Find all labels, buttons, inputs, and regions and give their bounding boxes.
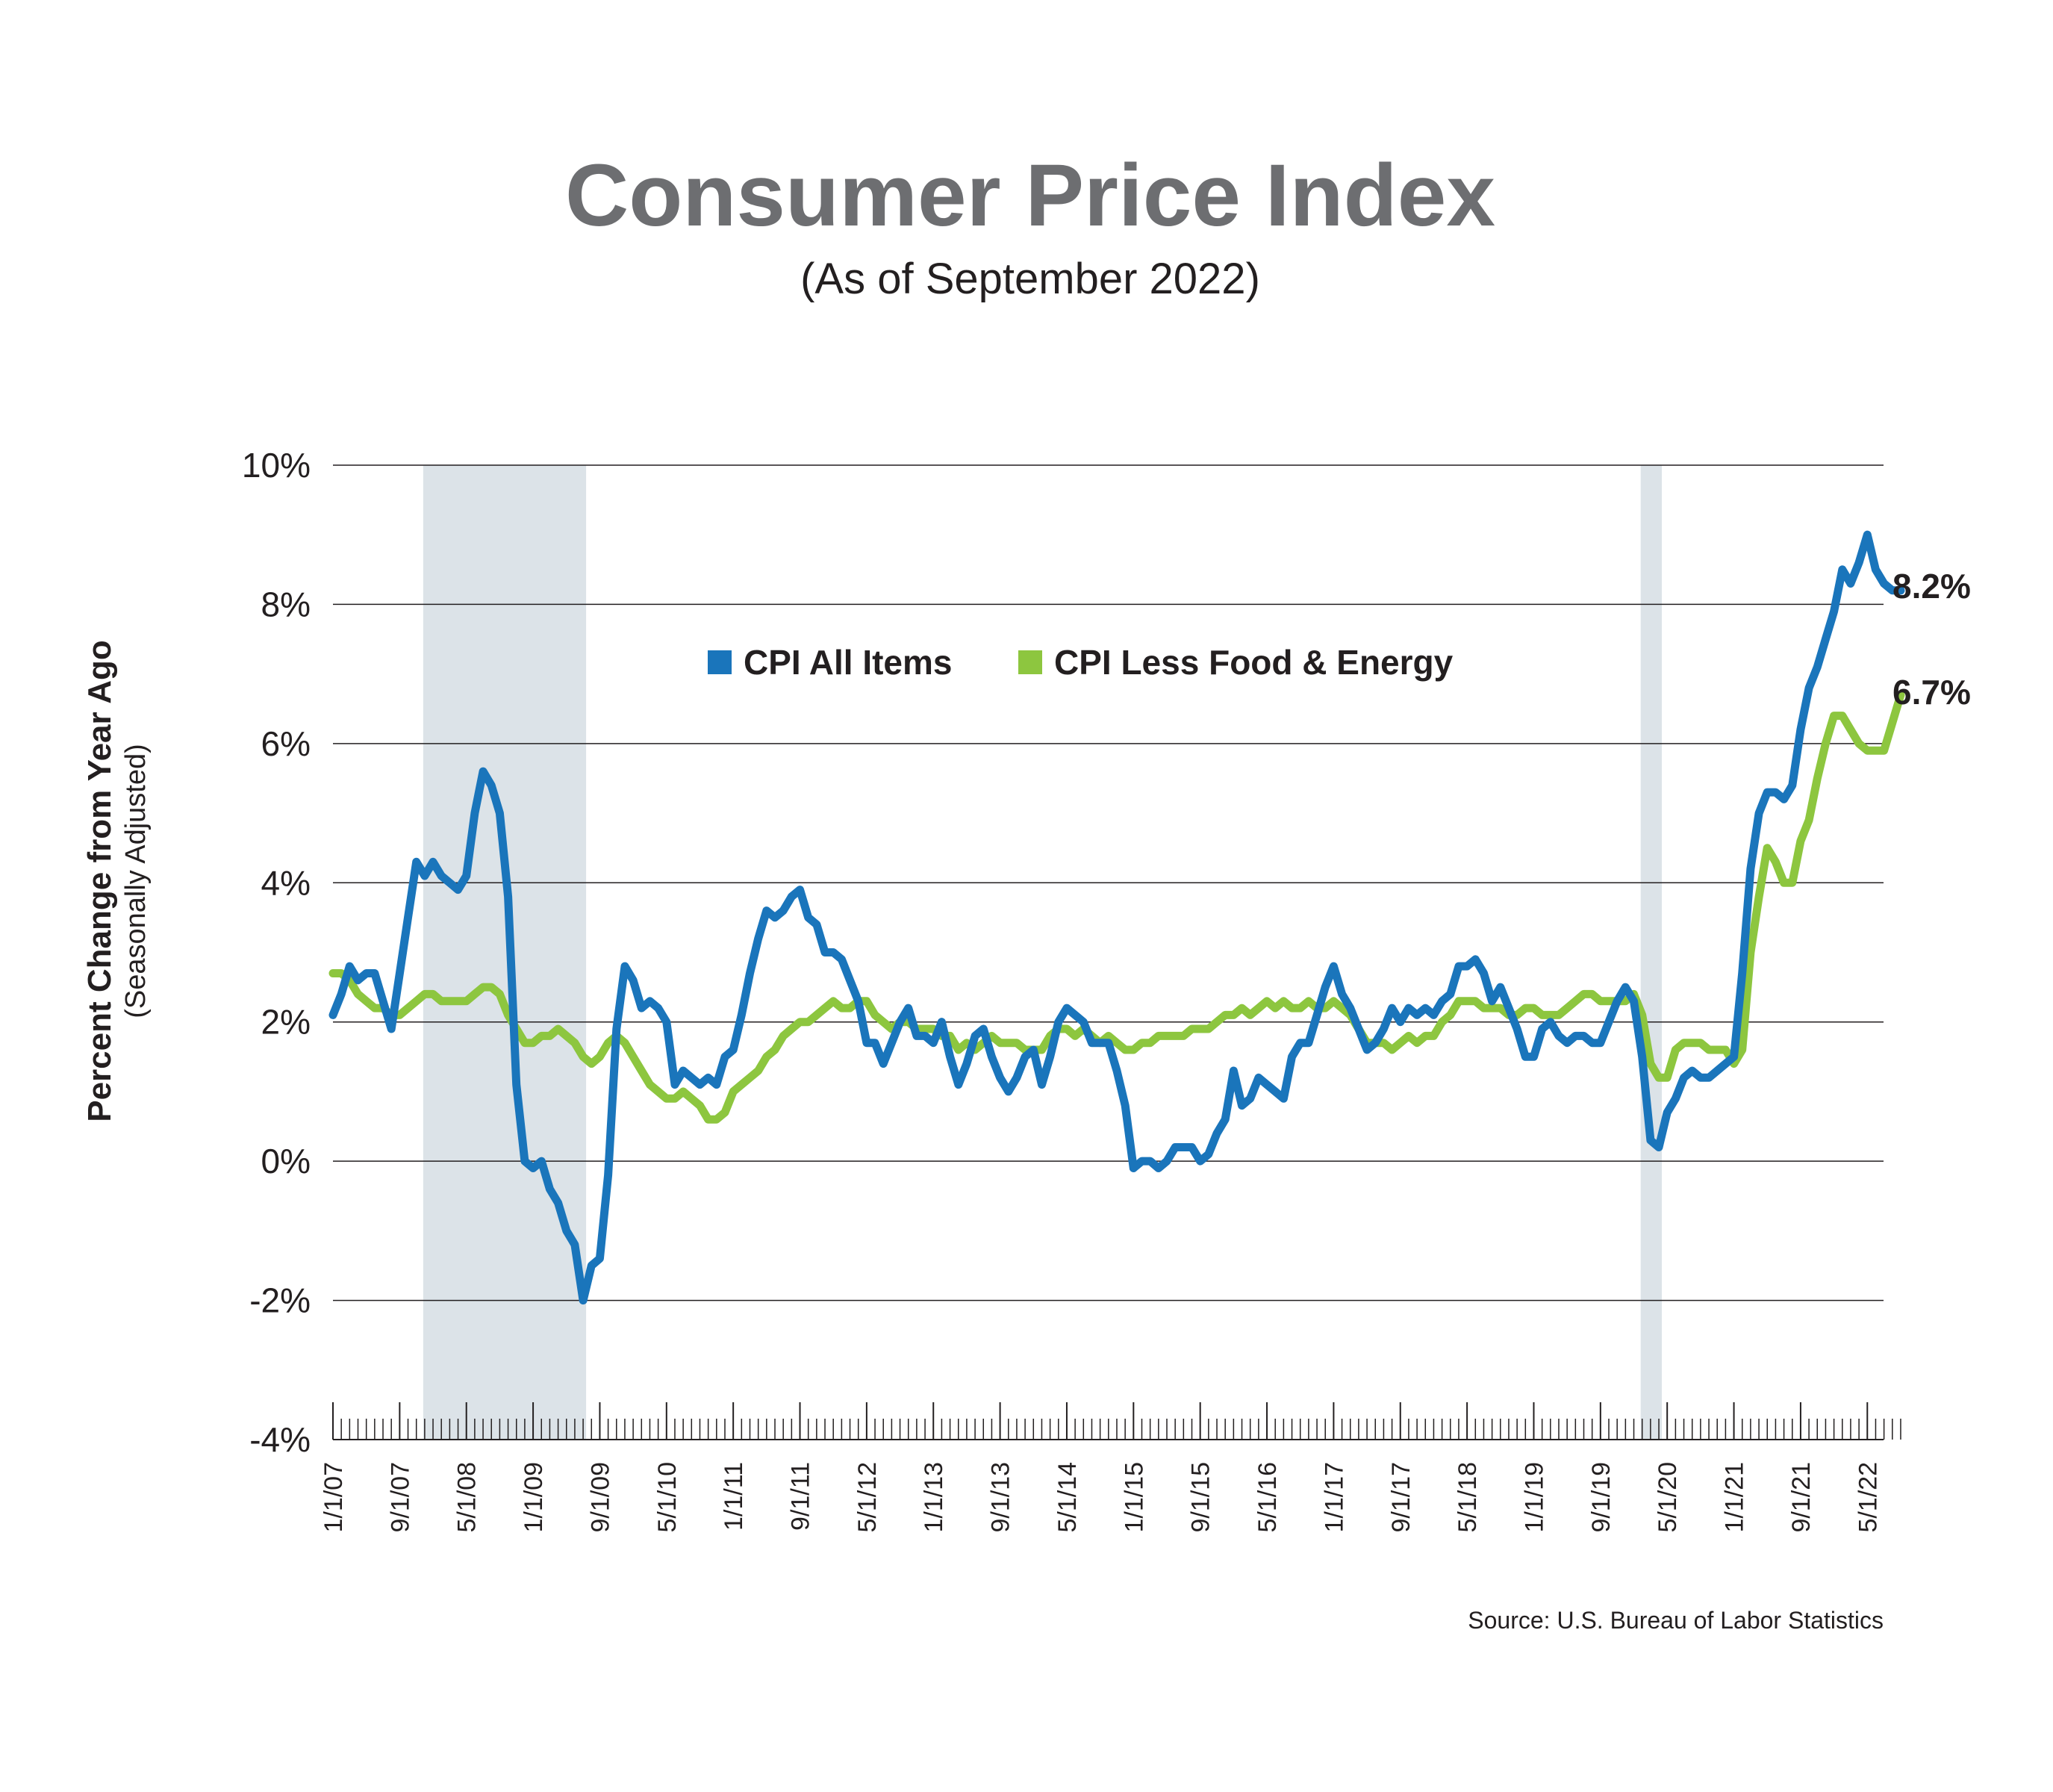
y-tick-label: -2%	[249, 1281, 311, 1320]
y-tick-label: 8%	[261, 585, 311, 623]
x-tick-label: 9/1/09	[586, 1462, 614, 1533]
x-tick-label: 5/1/14	[1053, 1462, 1082, 1533]
recession-bands	[423, 465, 1663, 1440]
x-tick-label: 1/1/13	[920, 1462, 948, 1533]
legend-swatch-cpi-all-items	[708, 650, 732, 674]
series-line-cpi-less-food-energy	[328, 691, 1905, 1124]
x-tick-label: 5/1/12	[853, 1462, 882, 1533]
series-lines	[328, 530, 1905, 1305]
x-tick-label: 1/1/11	[720, 1462, 748, 1531]
x-tick-label: 1/1/15	[1120, 1462, 1148, 1533]
x-tick-label: 9/1/11	[787, 1462, 815, 1531]
y-axis-ticks: 10% 8% 6% 4% 2% 0% -2% -4%	[242, 446, 311, 1459]
x-tick-label: 5/1/08	[453, 1462, 482, 1533]
x-tick-label: 9/1/17	[1387, 1462, 1415, 1533]
end-label-cpi-all-items: 8.2%	[1892, 567, 1971, 606]
y-axis-sublabel: (Seasonally Adjusted)	[120, 744, 152, 1018]
x-tick-label: 9/1/19	[1587, 1462, 1616, 1533]
recession-band-1	[423, 465, 587, 1440]
x-tick-label: 9/1/21	[1787, 1462, 1816, 1533]
series-line-cpi-all-items	[328, 530, 1905, 1305]
x-tick-label: 1/1/07	[320, 1462, 348, 1533]
x-tick-label: 5/1/18	[1454, 1462, 1482, 1533]
x-tick-label: 9/1/13	[987, 1462, 1015, 1533]
legend: CPI All Items CPI Less Food & Energy	[708, 643, 1454, 682]
x-tick-label: 5/1/20	[1654, 1462, 1682, 1533]
legend-swatch-cpi-less-food-energy	[1018, 650, 1042, 674]
chart-title: Consumer Price Index	[565, 146, 1495, 245]
x-tick-label: 5/1/22	[1854, 1462, 1882, 1533]
y-tick-label: 10%	[242, 446, 311, 485]
y-axis-label-group: Percent Change from Year Ago (Seasonally…	[81, 640, 152, 1122]
y-tick-label: 0%	[261, 1142, 311, 1180]
gridlines	[333, 464, 1884, 1301]
chart-subtitle: (As of September 2022)	[800, 255, 1260, 303]
x-tick-label: 1/1/09	[520, 1462, 548, 1533]
x-tick-label: 5/1/16	[1253, 1462, 1282, 1533]
source-note: Source: U.S. Bureau of Labor Statistics	[1468, 1607, 1884, 1634]
x-tick-label: 9/1/15	[1187, 1462, 1215, 1533]
y-axis-label: Percent Change from Year Ago	[81, 640, 118, 1122]
x-tick-label: 1/1/19	[1520, 1462, 1548, 1533]
x-tick-label: 9/1/07	[386, 1462, 414, 1533]
y-tick-label: 4%	[261, 863, 311, 902]
y-tick-label: 6%	[261, 724, 311, 763]
y-tick-label: 2%	[261, 1003, 311, 1042]
x-tick-label: 1/1/17	[1320, 1462, 1348, 1533]
legend-label-cpi-less-food-energy: CPI Less Food & Energy	[1054, 643, 1454, 682]
x-tick-label: 1/1/21	[1721, 1462, 1749, 1533]
x-tick-label: 5/1/10	[653, 1462, 682, 1533]
end-label-cpi-less-food-energy: 6.7%	[1892, 673, 1971, 712]
y-tick-label: -4%	[249, 1420, 311, 1459]
recession-band-2	[1640, 465, 1663, 1440]
legend-label-cpi-all-items: CPI All Items	[744, 643, 952, 682]
x-axis: 1/1/07 9/1/07 5/1/08 1/1/09 9/1/09 5/1/10 1/1/…	[320, 1402, 1901, 1533]
